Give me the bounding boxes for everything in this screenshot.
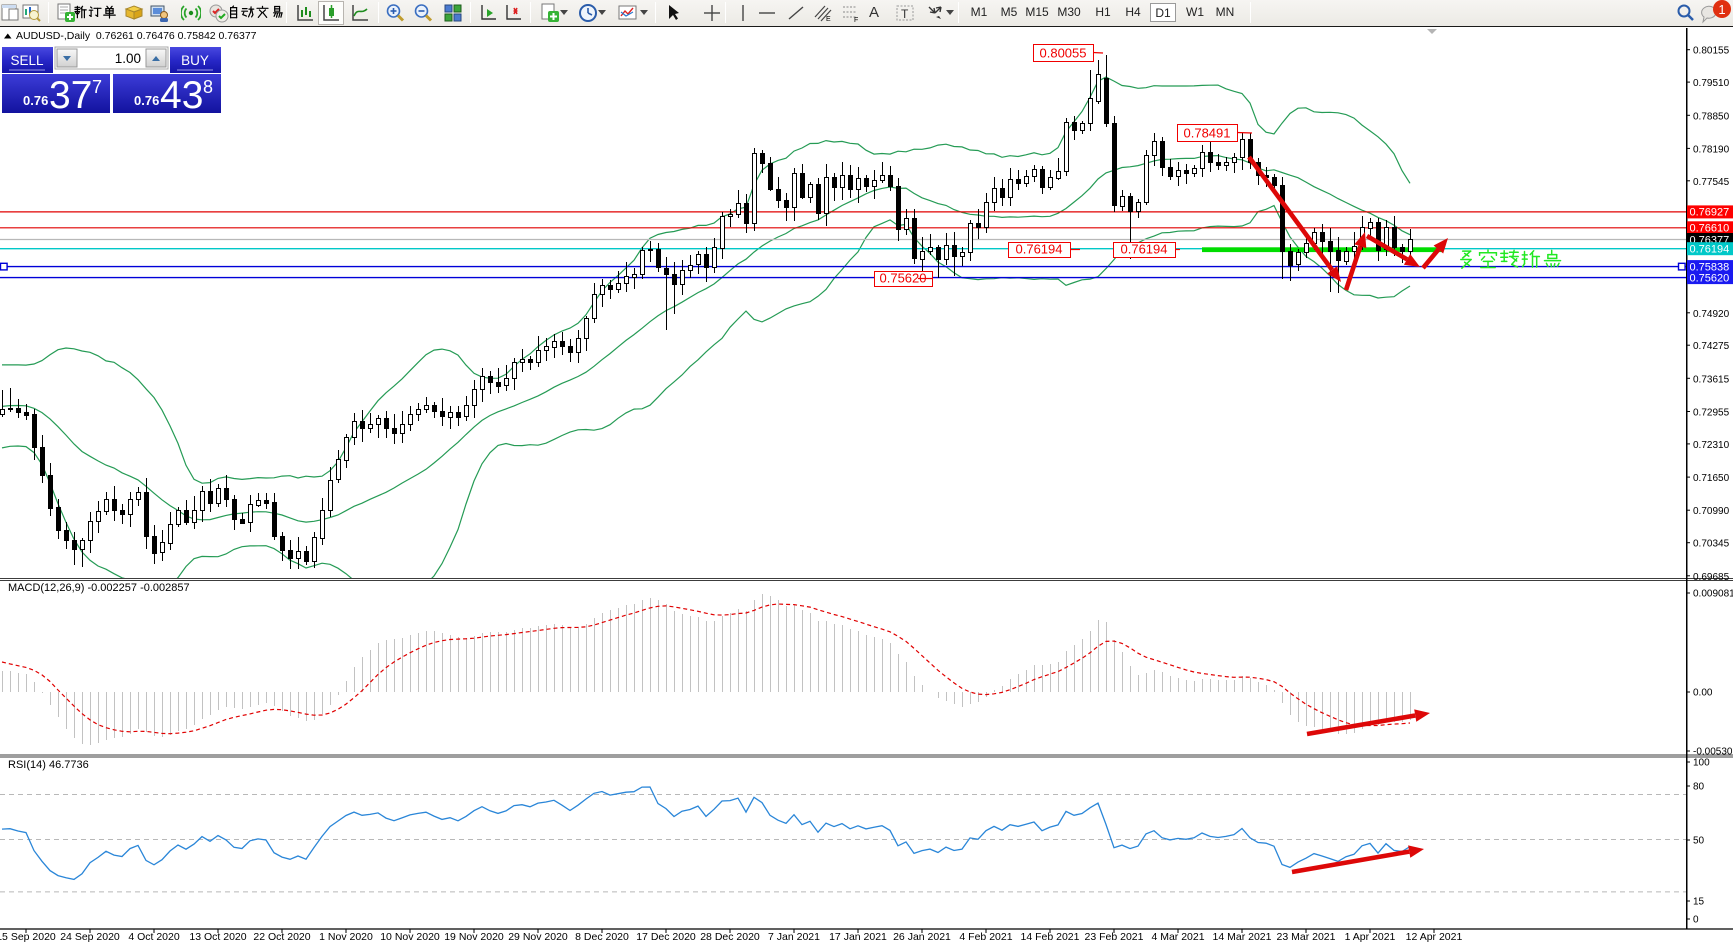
svg-text:BUY: BUY: [181, 53, 209, 68]
svg-text:0.75620: 0.75620: [880, 271, 927, 286]
svg-text:0.76194: 0.76194: [1690, 244, 1730, 256]
svg-text:0.76610: 0.76610: [1690, 223, 1730, 235]
svg-text:15 Sep 2020: 15 Sep 2020: [0, 931, 56, 943]
svg-text:14 Mar 2021: 14 Mar 2021: [1213, 931, 1272, 943]
svg-text:43: 43: [160, 74, 203, 117]
svg-text:E: E: [826, 16, 831, 23]
svg-text:1 Apr 2021: 1 Apr 2021: [1345, 931, 1396, 943]
svg-text:0.75620: 0.75620: [1690, 272, 1730, 284]
svg-text:MACD(12,26,9) -0.002257 -0.002: MACD(12,26,9) -0.002257 -0.002857: [8, 582, 190, 594]
svg-text:0.71650: 0.71650: [1693, 473, 1730, 484]
svg-text:7 Jan 2021: 7 Jan 2021: [768, 931, 820, 943]
svg-text:13 Oct 2020: 13 Oct 2020: [189, 931, 246, 943]
svg-text:23 Feb 2021: 23 Feb 2021: [1085, 931, 1144, 943]
svg-text:100: 100: [1693, 758, 1710, 769]
svg-text:0.78850: 0.78850: [1693, 111, 1730, 122]
svg-text:0.72310: 0.72310: [1693, 440, 1730, 451]
svg-text:22 Oct 2020: 22 Oct 2020: [253, 931, 310, 943]
svg-text:0.72955: 0.72955: [1693, 408, 1730, 419]
svg-text:26 Jan 2021: 26 Jan 2021: [893, 931, 951, 943]
svg-text:8: 8: [203, 77, 213, 97]
svg-text:AUDUSD-,Daily 0.76261 0.76476: AUDUSD-,Daily 0.76261 0.76476 0.75842 0.…: [16, 30, 257, 42]
svg-text:0.78491: 0.78491: [1184, 126, 1231, 141]
svg-text:0.76: 0.76: [134, 93, 159, 108]
svg-text:F: F: [854, 17, 858, 23]
svg-text:-0.005306: -0.005306: [1693, 747, 1733, 758]
svg-text:T: T: [901, 7, 909, 21]
svg-text:0.79510: 0.79510: [1693, 78, 1730, 89]
svg-text:15: 15: [1693, 897, 1705, 908]
svg-text:0.80155: 0.80155: [1693, 46, 1730, 57]
svg-text:8 Dec 2020: 8 Dec 2020: [575, 931, 629, 943]
svg-text:0.80055: 0.80055: [1040, 46, 1087, 61]
svg-text:80: 80: [1693, 782, 1705, 793]
svg-text:7: 7: [92, 77, 102, 97]
svg-text:1: 1: [1718, 2, 1725, 17]
svg-text:0.76194: 0.76194: [1016, 242, 1063, 257]
svg-text:0.009081: 0.009081: [1693, 589, 1733, 600]
svg-text:1.00: 1.00: [115, 51, 141, 66]
svg-text:0.77545: 0.77545: [1693, 177, 1730, 188]
svg-text:23 Mar 2021: 23 Mar 2021: [1277, 931, 1336, 943]
svg-text:0.70990: 0.70990: [1693, 506, 1730, 517]
svg-text:SELL: SELL: [10, 53, 44, 68]
svg-text:0.76927: 0.76927: [1690, 207, 1730, 219]
svg-text:0.78190: 0.78190: [1693, 144, 1730, 155]
svg-text:0.70345: 0.70345: [1693, 539, 1730, 550]
svg-text:28 Dec 2020: 28 Dec 2020: [700, 931, 760, 943]
svg-text:0.73615: 0.73615: [1693, 374, 1730, 385]
svg-text:14 Feb 2021: 14 Feb 2021: [1021, 931, 1080, 943]
svg-text:0.74920: 0.74920: [1693, 309, 1730, 320]
svg-text:10 Nov 2020: 10 Nov 2020: [380, 931, 440, 943]
svg-text:17 Dec 2020: 17 Dec 2020: [636, 931, 696, 943]
svg-text:4 Oct 2020: 4 Oct 2020: [128, 931, 180, 943]
svg-text:50: 50: [1693, 836, 1705, 847]
svg-text:0.75838: 0.75838: [1690, 261, 1730, 273]
svg-text:0.76194: 0.76194: [1121, 242, 1168, 257]
svg-text:29 Nov 2020: 29 Nov 2020: [508, 931, 568, 943]
svg-text:19 Nov 2020: 19 Nov 2020: [444, 931, 504, 943]
svg-text:0.69685: 0.69685: [1693, 572, 1730, 583]
svg-text:4 Mar 2021: 4 Mar 2021: [1151, 931, 1204, 943]
svg-text:0.74275: 0.74275: [1693, 341, 1730, 352]
svg-text:1 Nov 2020: 1 Nov 2020: [319, 931, 373, 943]
svg-text:RSI(14) 46.7736: RSI(14) 46.7736: [8, 759, 89, 771]
svg-text:37: 37: [49, 74, 92, 117]
svg-text:0.00: 0.00: [1693, 688, 1713, 699]
svg-text:0: 0: [1693, 915, 1699, 926]
svg-text:24 Sep 2020: 24 Sep 2020: [60, 931, 120, 943]
svg-text:12 Apr 2021: 12 Apr 2021: [1406, 931, 1463, 943]
svg-text:0.76: 0.76: [23, 93, 48, 108]
svg-text:17 Jan 2021: 17 Jan 2021: [829, 931, 887, 943]
svg-text:4 Feb 2021: 4 Feb 2021: [959, 931, 1012, 943]
